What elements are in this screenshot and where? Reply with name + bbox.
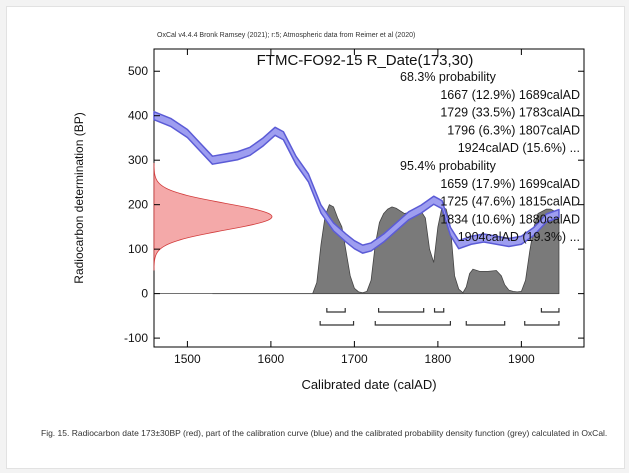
range-68-bracket — [378, 308, 425, 313]
y-tick-label: -100 — [124, 331, 148, 345]
calibration-curve-layer — [153, 110, 560, 254]
probability-range-line: 1659 (17.9%) 1699calAD — [440, 177, 580, 191]
probability-header: 95.4% probability — [400, 159, 497, 173]
probability-range-line: 1904calAD (19.3%) ... — [458, 230, 580, 244]
probability-header: 68.3% probability — [400, 70, 497, 84]
range-95-bracket — [524, 321, 560, 326]
probability-range-line: 1667 (12.9%) 1689calAD — [440, 88, 580, 102]
chart-svg: OxCal v4.4.4 Bronk Ramsey (2021); r:5; A… — [72, 32, 585, 392]
y-tick-label: 200 — [128, 198, 148, 212]
probability-range-line: 1924calAD (15.6%) ... — [458, 141, 580, 155]
x-tick-label: 1500 — [174, 352, 201, 366]
radiocarbon-layer — [153, 162, 273, 271]
calibration-curve-band — [153, 110, 560, 254]
y-axis-label: Radiocarbon determination (BP) — [72, 112, 86, 283]
figure-caption: Fig. 15. Radiocarbon date 173±30BP (red)… — [41, 428, 608, 438]
range-95-bracket — [319, 321, 355, 326]
range-95-bracket — [465, 321, 506, 326]
x-tick-label: 1900 — [508, 352, 535, 366]
probability-range-line: 1725 (47.6%) 1815calAD — [440, 195, 580, 209]
y-tick-label: 500 — [128, 64, 148, 78]
probability-range-line: 1834 (10.6%) 1880calAD — [440, 212, 580, 226]
x-axis-label: Calibrated date (calAD) — [301, 377, 436, 392]
y-tick-label: 0 — [141, 287, 148, 301]
y-tick-label: 300 — [128, 153, 148, 167]
probability-range-line: 1796 (6.3%) 1807calAD — [447, 123, 580, 137]
figure-page: OxCal v4.4.4 Bronk Ramsey (2021); r:5; A… — [6, 6, 625, 469]
chart-attribution: OxCal v4.4.4 Bronk Ramsey (2021); r:5; A… — [157, 32, 415, 39]
range-68-bracket — [540, 308, 560, 313]
ticks-layer: 1500 1600 1700 1800 1900 -100 0 100 200 300 400 500 — [124, 49, 584, 366]
x-tick-label: 1700 — [341, 352, 368, 366]
probability-density-area — [154, 204, 560, 295]
x-tick-label: 1800 — [425, 352, 452, 366]
x-tick-label: 1600 — [258, 352, 285, 366]
range-95-bracket — [374, 321, 452, 326]
y-tick-label: 100 — [128, 242, 148, 256]
density-layer — [154, 204, 560, 295]
probability-text: 68.3% probability 1667 (12.9%) 1689calAD 1… — [400, 70, 580, 244]
range-68-bracket — [326, 308, 346, 313]
radiocarbon-date-distribution — [153, 162, 273, 271]
ranges-layer — [319, 308, 560, 326]
range-68-bracket — [433, 308, 445, 313]
chart-title: FTMC-FO92-15 R_Date(173,30) — [257, 52, 474, 69]
y-tick-label: 400 — [128, 109, 148, 123]
probability-range-line: 1729 (33.5%) 1783calAD — [440, 106, 580, 120]
